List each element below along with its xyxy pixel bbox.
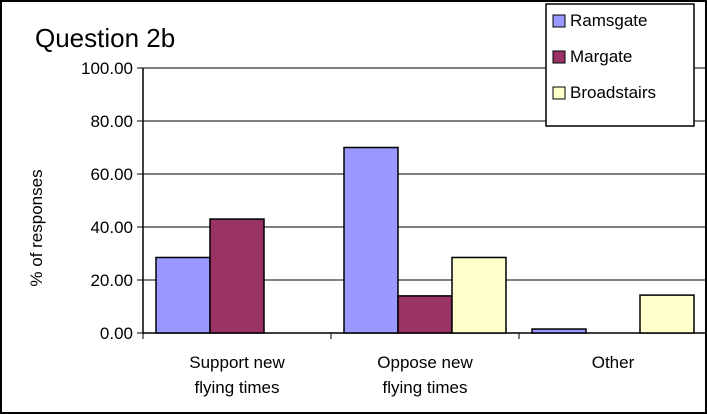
bar-margate-0 [209,218,265,334]
bar-broadstairs-2 [639,294,695,334]
legend-swatch-margate [552,50,566,64]
x-tick-label: Oppose new [377,353,473,372]
y-tick-label: 80.00 [90,112,133,131]
legend-box [545,3,695,127]
legend-label-ramsgate: Ramsgate [570,11,647,30]
plot-area: 0.00 20.00 40.00 60.00 80.00 100.00 Support ne… [81,59,707,397]
y-tick-label: 0.00 [100,324,133,343]
y-tick-label: 60.00 [90,165,133,184]
legend-label-margate: Margate [570,47,632,66]
bar-ramsgate-2 [531,328,587,334]
legend-swatch-ramsgate [552,14,566,28]
x-tick-label: flying times [194,378,279,397]
bar-ramsgate-1 [343,146,399,334]
x-tick-label: Other [592,353,635,372]
bar-ramsgate-0 [155,256,211,334]
chart-title: Question 2b [35,23,175,53]
y-tick-label: 40.00 [90,218,133,237]
x-tick-label: flying times [382,378,467,397]
legend-label-broadstairs: Broadstairs [570,83,656,102]
legend: Ramsgate Margate Broadstairs [545,3,695,127]
y-tick-label: 100.00 [81,59,133,78]
bar-margate-1 [397,295,453,334]
y-tick-label: 20.00 [90,271,133,290]
bar-broadstairs-1 [451,256,507,334]
legend-swatch-broadstairs [552,86,566,100]
x-tick-label: Support new [189,353,285,372]
y-axis-label: % of responses [27,169,46,286]
